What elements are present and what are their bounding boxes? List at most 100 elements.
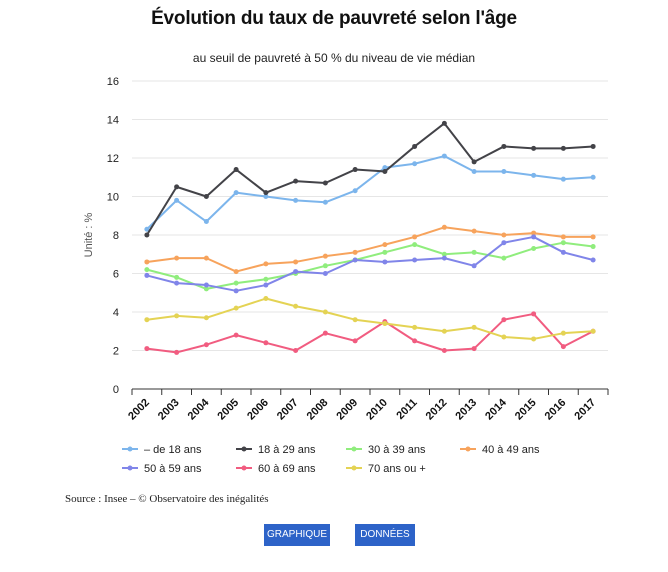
- y-tick-label: 2: [113, 346, 119, 358]
- legend-item[interactable]: 60 à 69 ans: [236, 463, 316, 475]
- data-point: [174, 184, 180, 190]
- data-point: [174, 197, 180, 203]
- data-point: [501, 334, 507, 340]
- data-point: [352, 317, 358, 323]
- series-group: [144, 153, 596, 232]
- data-point: [233, 269, 239, 275]
- graph-button[interactable]: GRAPHIQUE: [264, 524, 330, 546]
- chart-title: Évolution du taux de pauvreté selon l'âg…: [151, 8, 517, 29]
- data-point: [233, 167, 239, 173]
- x-tick-label: 2015: [513, 397, 539, 423]
- series-line: [146, 226, 594, 273]
- legend-item[interactable]: 40 à 49 ans: [460, 444, 540, 456]
- x-tick-label: 2009: [334, 397, 360, 423]
- data-point: [441, 153, 447, 159]
- legend-label: 30 à 39 ans: [368, 444, 426, 456]
- y-tick-label: 14: [107, 115, 119, 127]
- data-point: [560, 176, 566, 182]
- data-point: [174, 313, 180, 319]
- data-point: [293, 303, 299, 309]
- data-point: [441, 224, 447, 230]
- data-point: [144, 267, 150, 273]
- data-point: [293, 259, 299, 265]
- legend-label: 60 à 69 ans: [258, 463, 316, 475]
- data-point: [531, 245, 537, 251]
- data-point: [144, 317, 150, 323]
- series-line: [146, 122, 594, 236]
- legend-item[interactable]: 50 à 59 ans: [122, 463, 202, 475]
- y-tick-label: 4: [113, 307, 119, 319]
- legend-label: 18 à 29 ans: [258, 444, 316, 456]
- data-point: [144, 226, 150, 232]
- data-button[interactable]: DONNÉES: [355, 524, 415, 546]
- data-point: [441, 120, 447, 126]
- data-point: [501, 317, 507, 323]
- data-point: [144, 232, 150, 238]
- data-point: [471, 228, 477, 234]
- data-point: [263, 296, 269, 302]
- data-point: [471, 263, 477, 269]
- legend-label: – de 18 ans: [144, 444, 202, 456]
- data-point: [590, 244, 596, 250]
- data-point: [531, 172, 537, 178]
- data-point: [501, 143, 507, 149]
- series-line: [146, 241, 594, 290]
- data-point: [441, 328, 447, 334]
- series-group: [144, 224, 596, 275]
- legend-swatch-marker: [351, 465, 357, 471]
- data-point: [233, 332, 239, 338]
- x-tick-label: 2012: [424, 397, 450, 423]
- data-point: [203, 219, 209, 225]
- legend-item[interactable]: 18 à 29 ans: [236, 444, 316, 456]
- series-line: [146, 155, 594, 230]
- legend-swatch-marker: [127, 465, 133, 471]
- data-point: [322, 271, 328, 276]
- data-point: [144, 272, 150, 278]
- data-point: [471, 324, 477, 330]
- data-point: [293, 178, 299, 184]
- x-tick-label: 2005: [215, 397, 241, 423]
- data-point: [322, 253, 328, 259]
- data-point: [560, 145, 566, 151]
- y-tick-label: 8: [113, 230, 119, 242]
- data-point: [263, 282, 269, 288]
- x-tick-label: 2014: [483, 396, 509, 422]
- legend-item[interactable]: 30 à 39 ans: [346, 444, 426, 456]
- data-point: [560, 240, 566, 246]
- data-point: [471, 346, 477, 352]
- data-point: [382, 249, 388, 255]
- x-tick-label: 2003: [156, 397, 182, 423]
- data-point: [144, 259, 150, 265]
- x-tick-label: 2006: [245, 397, 271, 423]
- data-point: [560, 330, 566, 336]
- data-point: [501, 168, 507, 174]
- data-point: [471, 249, 477, 255]
- legend-item[interactable]: 70 ans ou +: [346, 463, 426, 475]
- y-axis: 0 2 4 6 8 10 12 14 16: [107, 76, 119, 396]
- data-point: [174, 349, 180, 355]
- data-point: [590, 257, 596, 263]
- data-point: [174, 255, 180, 261]
- data-point: [531, 230, 537, 236]
- legend-item[interactable]: – de 18 ans: [122, 444, 202, 456]
- data-point: [560, 234, 566, 240]
- x-tick-label: 2008: [305, 397, 331, 423]
- data-point: [471, 168, 477, 174]
- x-tick-label: 2002: [126, 397, 152, 423]
- chart-subtitle: au seuil de pauvreté à 50 % du niveau de…: [192, 51, 476, 65]
- data-point: [322, 330, 328, 336]
- legend-label: 50 à 59 ans: [144, 463, 202, 475]
- series-group: [144, 311, 596, 355]
- data-point: [263, 261, 269, 267]
- data-point: [590, 174, 596, 180]
- x-tick-label: 2007: [275, 397, 301, 423]
- legend-swatch-marker: [127, 446, 133, 452]
- data-point: [322, 309, 328, 315]
- data-point: [471, 159, 477, 165]
- data-point: [203, 194, 209, 199]
- gridlines: [132, 80, 608, 351]
- series-line: [146, 312, 594, 354]
- data-point: [501, 240, 507, 246]
- series-line: [146, 235, 594, 292]
